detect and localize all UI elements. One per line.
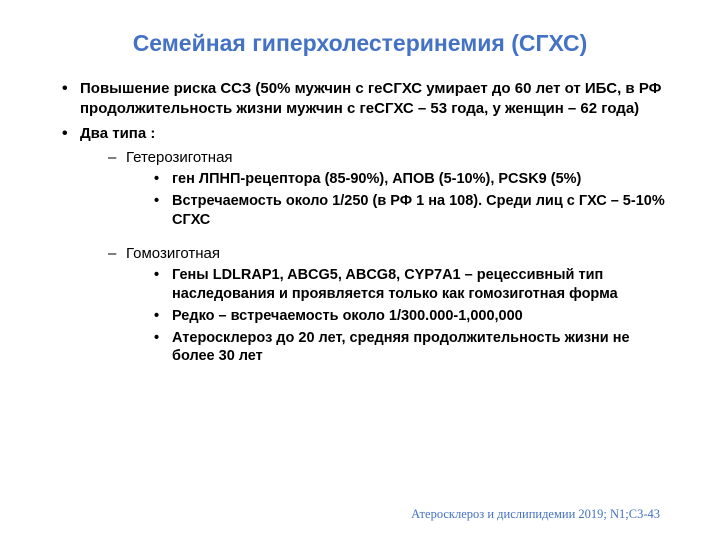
bullet-homo-athero: Атеросклероз до 20 лет, средняя продолжи… [154, 329, 670, 367]
bullet-list-level3-homo: Гены LDLRAP1, ABCG5, ABCG8, CYP7A1 – рец… [126, 266, 670, 366]
slide-title: Семейная гиперхолестеринемия (CГХС) [50, 30, 670, 57]
bullet-hetero-freq: Встречаемость около 1/250 (в РФ 1 на 108… [154, 192, 670, 230]
bullet-hetero: Гетерозиготная ген ЛПНП-рецептора (85-90… [108, 148, 670, 230]
bullet-list-level2-a: Гетерозиготная ген ЛПНП-рецептора (85-90… [80, 148, 670, 367]
bullet-list-level3-hetero: ген ЛПНП-рецептора (85-90%), АПОВ (5-10%… [126, 170, 670, 230]
bullet-homo: Гомозиготная Гены LDLRAP1, ABCG5, ABCG8,… [108, 244, 670, 367]
bullet-two-types-label: Два типа : [80, 125, 155, 142]
bullet-hetero-label: Гетерозиготная [126, 149, 233, 166]
bullet-homo-gene: Гены LDLRAP1, ABCG5, ABCG8, CYP7A1 – рец… [154, 266, 670, 304]
bullet-homo-label: Гомозиготная [126, 245, 220, 262]
bullet-list-level1: Повышение риска ССЗ (50% мужчин с геСГХС… [50, 79, 670, 366]
bullet-risk: Повышение риска ССЗ (50% мужчин с геСГХС… [62, 79, 670, 118]
bullet-hetero-gene: ген ЛПНП-рецептора (85-90%), АПОВ (5-10%… [154, 170, 670, 189]
bullet-two-types: Два типа : Гетерозиготная ген ЛПНП-рецеп… [62, 124, 670, 366]
bullet-homo-freq: Редко – встречаемость около 1/300.000-1,… [154, 307, 670, 326]
citation: Атеросклероз и дислипидемии 2019; N1;С3-… [411, 507, 660, 522]
